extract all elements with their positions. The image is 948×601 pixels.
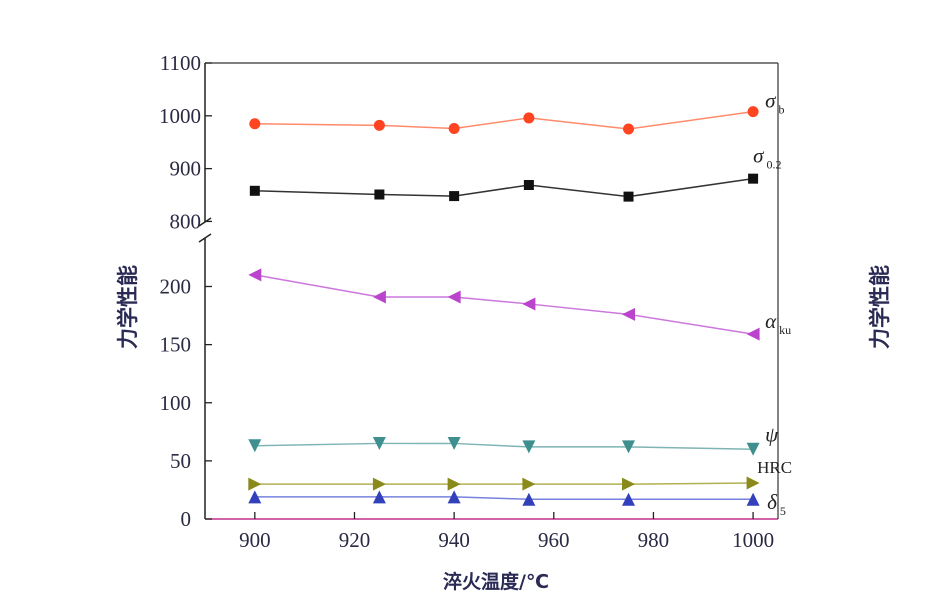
series-label-sub: 0.2 (766, 158, 781, 172)
y-axis-label-right: 力学性能 (868, 265, 892, 349)
data-point (447, 477, 461, 491)
y-tick-label: 1000 (159, 104, 201, 128)
data-point (746, 327, 760, 341)
data-point (248, 490, 262, 504)
series-label-sub: b (778, 103, 784, 117)
data-point (746, 442, 760, 456)
data-point (746, 492, 760, 506)
data-point (622, 477, 636, 491)
series-2 (249, 173, 759, 202)
series-line (254, 496, 754, 500)
series-1 (249, 106, 759, 135)
data-point (447, 290, 461, 304)
data-point (622, 440, 636, 454)
data-point (372, 290, 386, 304)
data-point (622, 492, 636, 506)
series-label-main: α (765, 309, 777, 333)
data-point (523, 179, 534, 190)
series-label: σ 0.2 (753, 144, 781, 172)
series-label-main: ψ (765, 422, 779, 446)
series-layer (248, 106, 760, 506)
x-tick-label: 1000 (732, 528, 774, 552)
data-point (623, 123, 635, 135)
data-point (374, 189, 385, 200)
data-point (248, 477, 262, 491)
axis-break-mark (198, 233, 212, 243)
y-tick-label: 1100 (160, 51, 201, 75)
data-point (746, 476, 760, 490)
series-label-main: HRC (757, 458, 792, 477)
data-point (373, 119, 385, 131)
series-label-main: δ (767, 490, 778, 514)
y-tick-label: 100 (160, 391, 192, 415)
data-point (522, 297, 536, 311)
ticks: 800 900 1000 1100 0 50 100 150 200 900 920 940 960 98… (159, 51, 774, 552)
series-label-sub: ku (779, 323, 791, 337)
data-point (372, 490, 386, 504)
y-tick-label: 200 (160, 275, 192, 299)
series-line (254, 482, 754, 485)
series-line (254, 177, 754, 198)
y-tick-label: 50 (170, 449, 191, 473)
y-tick-label: 800 (170, 209, 202, 233)
data-point (449, 191, 460, 202)
data-point (522, 440, 536, 454)
data-point (522, 477, 536, 491)
y-axis-label: 力学性能 (116, 265, 140, 349)
series-label-sub: 5 (780, 504, 786, 518)
data-point (522, 492, 536, 506)
data-point (372, 436, 386, 450)
series-6 (248, 490, 760, 506)
data-point (623, 191, 634, 202)
y-tick-label: 150 (160, 333, 192, 357)
series-line (254, 274, 754, 335)
data-point (523, 112, 535, 124)
x-tick-label: 960 (538, 528, 570, 552)
series-line (254, 442, 754, 450)
data-point (447, 490, 461, 504)
axes (198, 62, 779, 520)
series-label: α ku (765, 309, 791, 337)
series-3 (248, 268, 760, 341)
x-tick-label: 900 (239, 528, 271, 552)
y-tick-label: 0 (181, 507, 192, 531)
data-point (248, 268, 262, 282)
series-line (254, 110, 754, 130)
data-point (448, 122, 460, 134)
data-point (372, 477, 386, 491)
x-tick-label: 920 (339, 528, 371, 552)
x-tick-label: 940 (438, 528, 470, 552)
x-axis-label: 淬火温度/℃ (443, 570, 549, 593)
y-tick-label: 900 (170, 157, 202, 181)
series-label: HRC (757, 458, 792, 477)
data-point (747, 106, 759, 118)
data-point (249, 185, 260, 196)
data-point (748, 173, 759, 184)
series-label: ψ (765, 422, 779, 446)
data-point (249, 118, 261, 130)
series-5 (248, 476, 760, 491)
series-label-main: σ (753, 144, 765, 168)
data-point (447, 436, 461, 450)
data-point (622, 307, 636, 321)
data-point (248, 439, 262, 453)
series-4 (248, 436, 760, 456)
x-tick-label: 980 (638, 528, 670, 552)
series-label-main: σ (765, 89, 777, 113)
